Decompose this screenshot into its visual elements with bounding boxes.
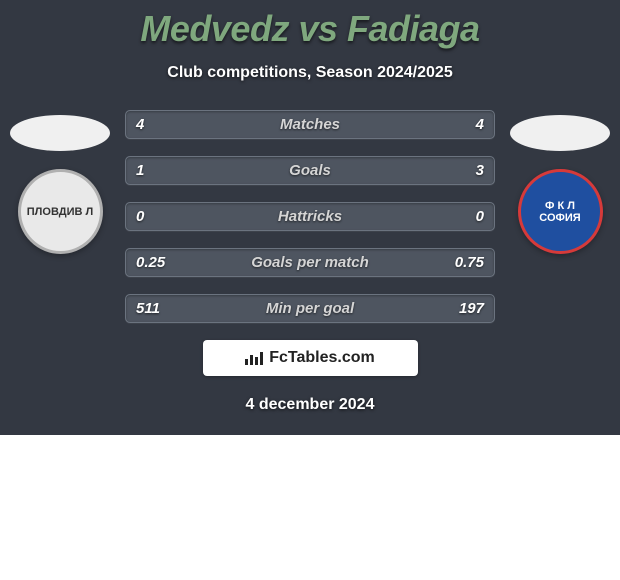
stat-row-mpg: 511 Min per goal 197 (125, 294, 495, 323)
player-a-silhouette (10, 115, 110, 151)
stat-right-val: 3 (476, 162, 484, 179)
stat-row-goals: 1 Goals 3 (125, 156, 495, 185)
player-b-silhouette (510, 115, 610, 151)
player-b-name: Fadiaga (347, 8, 480, 49)
player-a-club-badge: ПЛОВДИВ Л (18, 169, 103, 254)
bar-chart-icon (245, 351, 263, 365)
stat-row-matches: 4 Matches 4 (125, 110, 495, 139)
subtitle: Club competitions, Season 2024/2025 (0, 64, 620, 82)
stat-right-val: 4 (476, 116, 484, 133)
brand-badge[interactable]: FcTables.com (203, 340, 418, 376)
footer-date: 4 december 2024 (0, 396, 620, 414)
player-b-club-text: Ф К Л СОФИЯ (521, 196, 600, 228)
stat-left-val: 1 (136, 162, 144, 179)
stat-label: Goals per match (126, 254, 494, 271)
stat-label: Matches (126, 116, 494, 133)
stat-left-val: 511 (136, 300, 160, 317)
player-a-club-text: ПЛОВДИВ Л (23, 202, 97, 222)
stat-left-val: 4 (136, 116, 144, 133)
stat-left-val: 0.25 (136, 254, 165, 271)
stat-label: Hattricks (126, 208, 494, 225)
stat-right-val: 0.75 (455, 254, 484, 271)
comparison-card: Medvedz vs Fadiaga Club competitions, Se… (0, 0, 620, 435)
player-a-avatar: ПЛОВДИВ Л (10, 115, 110, 245)
vs-text: vs (298, 8, 337, 49)
stat-row-gpm: 0.25 Goals per match 0.75 (125, 248, 495, 277)
player-b-club-badge: Ф К Л СОФИЯ (518, 169, 603, 254)
player-a-name: Medvedz (140, 8, 289, 49)
player-b-avatar: Ф К Л СОФИЯ (510, 115, 610, 245)
stat-left-val: 0 (136, 208, 144, 225)
stat-right-val: 197 (459, 300, 484, 317)
stat-right-val: 0 (476, 208, 484, 225)
stats-table: 4 Matches 4 1 Goals 3 0 Hattricks 0 0.25… (125, 110, 495, 323)
page-title: Medvedz vs Fadiaga (0, 0, 620, 50)
stat-label: Goals (126, 162, 494, 179)
stat-label: Min per goal (126, 300, 494, 317)
brand-text: FcTables.com (269, 349, 375, 367)
stat-row-hattricks: 0 Hattricks 0 (125, 202, 495, 231)
